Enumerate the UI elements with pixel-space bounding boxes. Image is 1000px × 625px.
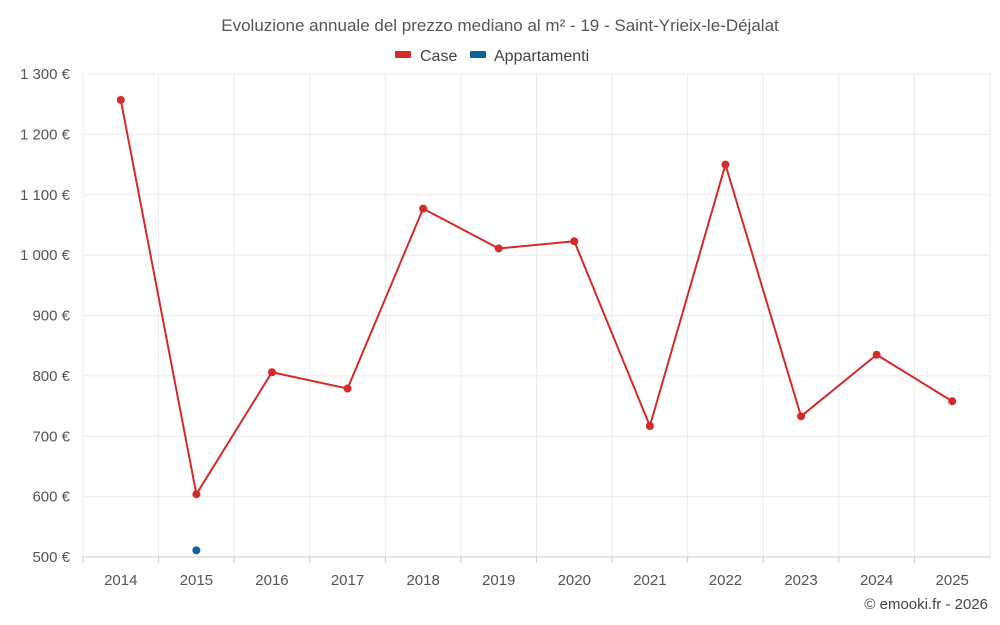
legend-swatch-appartamenti — [470, 51, 486, 58]
y-axis-labels: 500 € 600 € 700 € 800 € 900 € 1 000 € 1 100 € 1… — [20, 66, 71, 566]
series-line-case — [119, 99, 953, 496]
data-point-appartamenti[interactable] — [192, 546, 201, 555]
y-tick-label: 1 000 € — [20, 247, 71, 264]
y-tick-label: 1 300 € — [20, 66, 71, 83]
x-tick-label: 2025 — [936, 572, 969, 589]
x-tick-label: 2016 — [255, 572, 288, 589]
y-tick-label: 1 200 € — [20, 126, 71, 143]
x-tick-label: 2023 — [784, 572, 817, 589]
x-gridlines — [82, 74, 991, 563]
data-point-case[interactable] — [192, 490, 201, 499]
data-point-case[interactable] — [267, 368, 276, 377]
x-axis-labels: 2014 2015 2016 2017 2018 2019 2020 2021 2022 2023… — [104, 572, 969, 589]
legend-item-appartamenti[interactable]: Appartamenti — [470, 48, 589, 65]
x-tick-label: 2020 — [558, 572, 591, 589]
y-tick-label: 500 € — [32, 549, 70, 566]
x-tick-label: 2014 — [104, 572, 137, 589]
y-tick-label: 800 € — [32, 368, 70, 385]
x-tick-label: 2019 — [482, 572, 515, 589]
chart-title: Evoluzione annuale del prezzo mediano al… — [221, 16, 779, 35]
y-tick-label: 900 € — [32, 308, 70, 325]
data-point-case[interactable] — [570, 237, 579, 246]
data-point-case[interactable] — [343, 384, 352, 393]
x-tick-label: 2024 — [860, 572, 893, 589]
data-point-case[interactable] — [645, 421, 654, 430]
x-tick-label: 2022 — [709, 572, 742, 589]
series-lines — [119, 99, 953, 496]
y-tick-label: 600 € — [32, 489, 70, 506]
data-point-case[interactable] — [494, 244, 503, 253]
legend-swatch-case — [395, 51, 411, 58]
x-tick-label: 2017 — [331, 572, 364, 589]
data-point-case[interactable] — [872, 350, 881, 359]
x-tick-label: 2018 — [406, 572, 439, 589]
data-point-case[interactable] — [419, 204, 428, 213]
data-point-case[interactable] — [797, 412, 806, 421]
x-tick-label: 2021 — [633, 572, 666, 589]
y-tick-label: 1 100 € — [20, 187, 71, 204]
legend-label-appartamenti: Appartamenti — [494, 48, 589, 65]
y-tick-label: 700 € — [32, 428, 70, 445]
credit-text: © emooki.fr - 2026 — [864, 596, 988, 613]
data-point-case[interactable] — [116, 95, 125, 104]
data-point-case[interactable] — [721, 160, 730, 169]
legend-item-case[interactable]: Case — [395, 48, 457, 65]
legend: Case Appartamenti — [395, 48, 589, 65]
legend-label-case: Case — [420, 48, 457, 65]
data-point-case[interactable] — [948, 397, 957, 406]
series-points — [116, 95, 957, 555]
x-tick-label: 2015 — [180, 572, 213, 589]
